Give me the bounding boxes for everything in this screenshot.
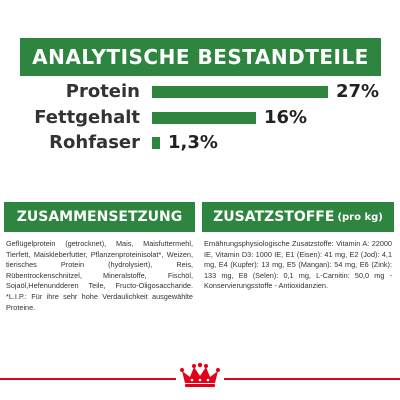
analysis-value: 27% [336, 81, 380, 102]
analysis-row-protein: Protein 27% [0, 80, 400, 104]
analysis-label: Protein [65, 81, 140, 102]
analysis-label: Rohfaser [49, 132, 140, 153]
additives-text: Ernährungsphysiologische Zusatzstoffe: V… [204, 239, 392, 291]
analysis-value: 1,3% [168, 132, 218, 153]
composition-title: ZUSAMMENSETZUNG [16, 209, 183, 225]
analysis-value: 16% [264, 107, 308, 128]
composition-header: ZUSAMMENSETZUNG [4, 202, 195, 232]
analysis-bar [152, 112, 256, 124]
additives-title: ZUSATZSTOFFE [213, 209, 335, 225]
analysis-row-fiber: Rohfaser 1,3% [0, 131, 400, 155]
analysis-title: ANALYTISCHE BESTANDTEILE [32, 45, 369, 69]
additives-header: ZUSATZSTOFFE (pro kg) [202, 202, 394, 232]
analysis-bar [152, 86, 328, 98]
analysis-label: Fettgehalt [34, 107, 140, 128]
royal-canin-crown-logo-icon [176, 361, 224, 389]
analysis-bar [152, 137, 160, 149]
analysis-banner: ANALYTISCHE BESTANDTEILE [20, 38, 381, 76]
analysis-row-fat: Fettgehalt 16% [0, 106, 400, 130]
composition-text: Geflügelprotein (getrocknet), Mais, Mais… [6, 239, 193, 312]
additives-title-suffix: (pro kg) [337, 211, 383, 223]
